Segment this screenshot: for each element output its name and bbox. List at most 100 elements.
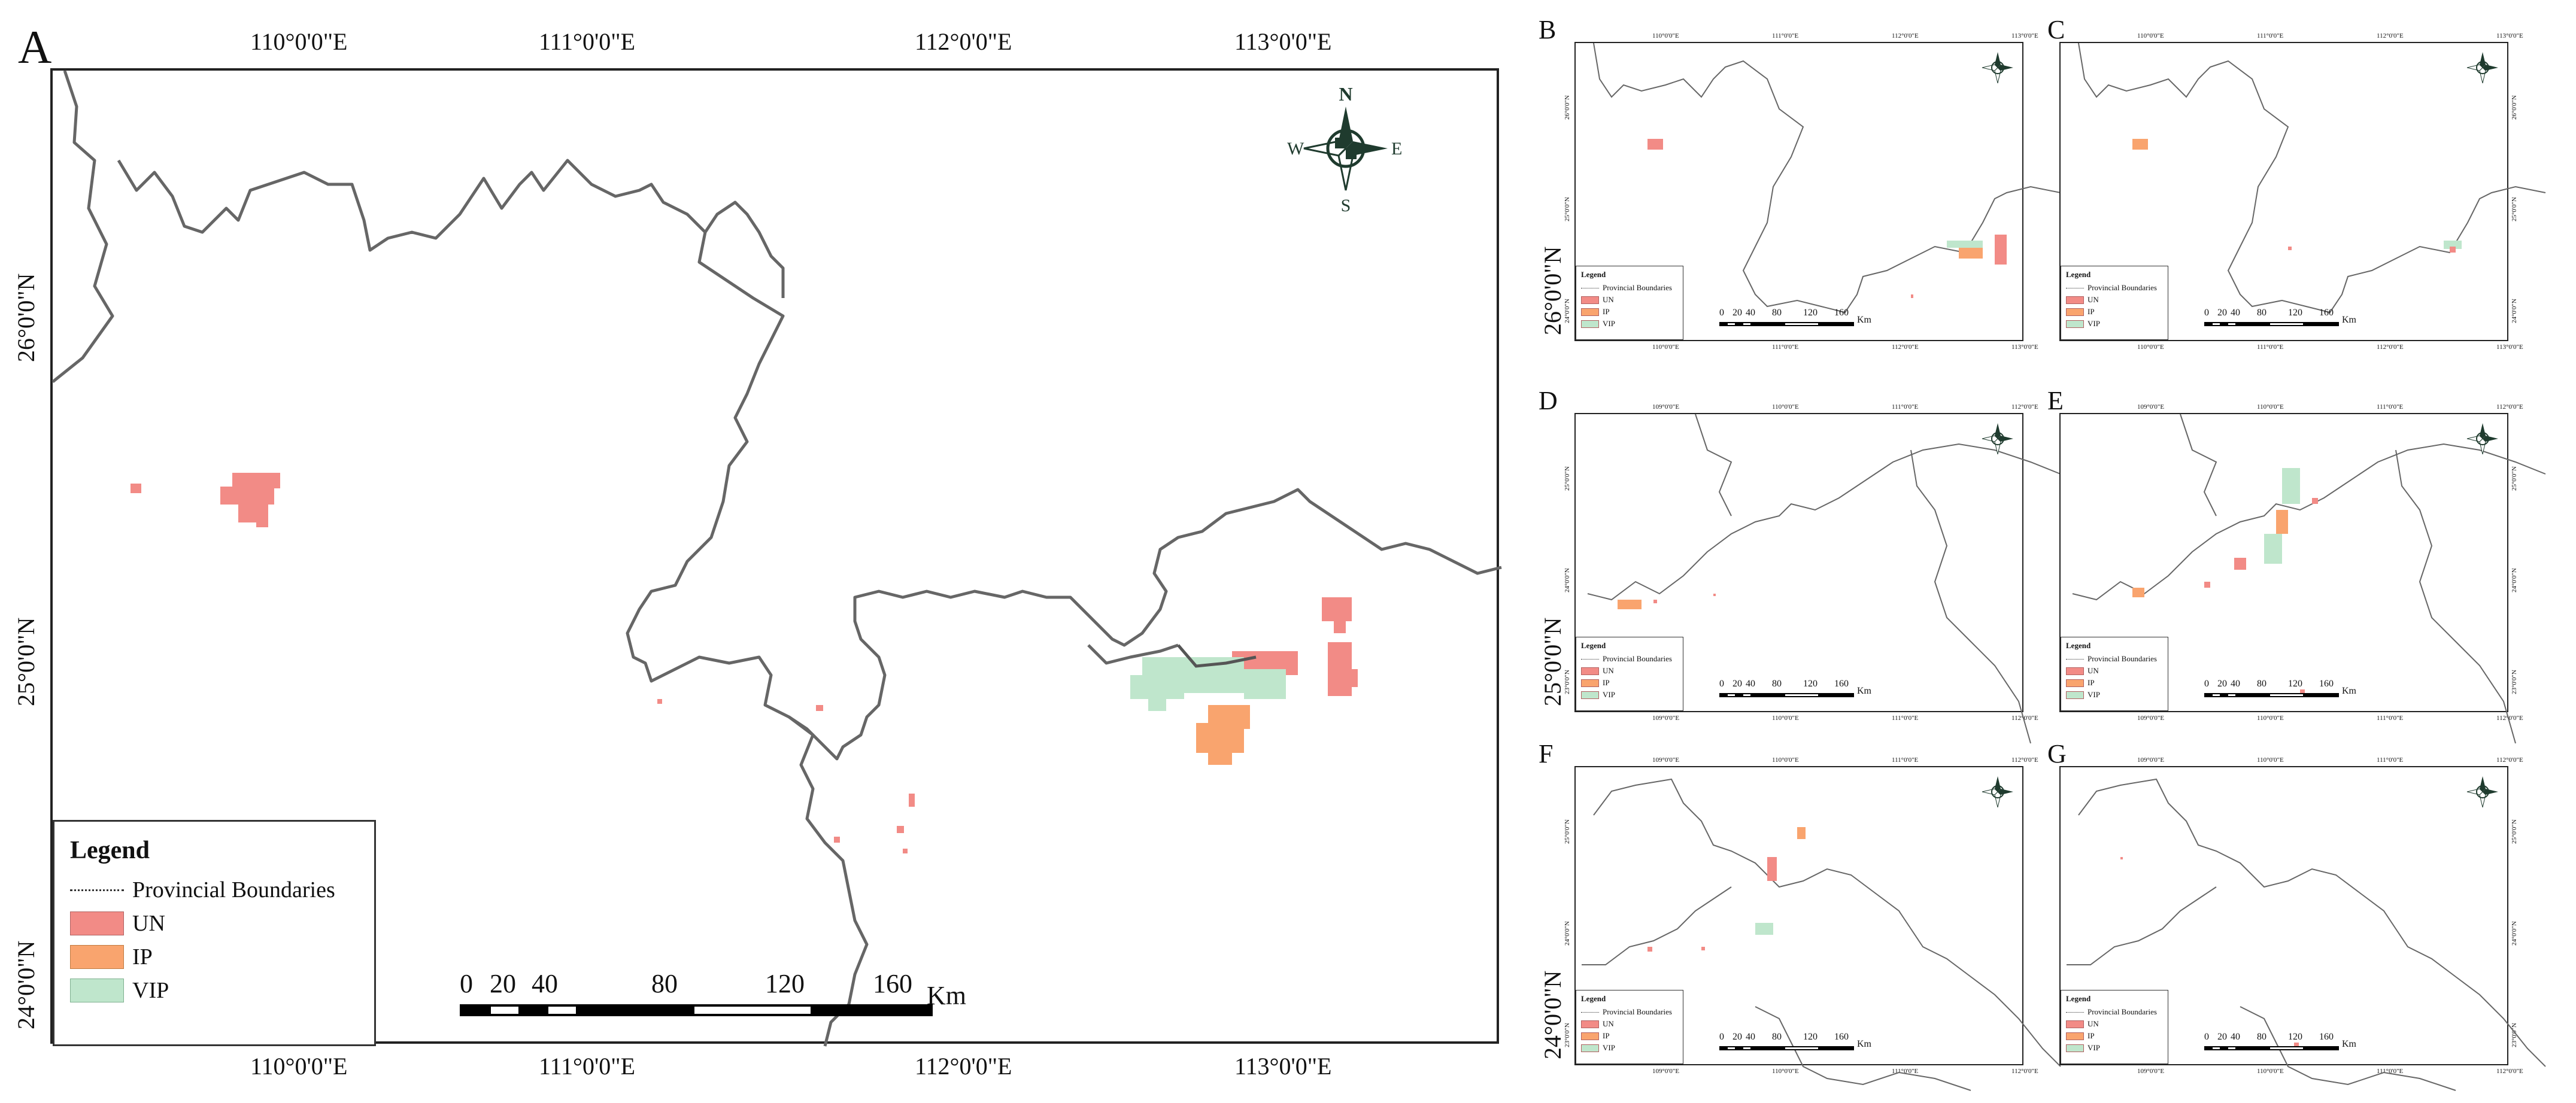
un-cell-3 [2450, 247, 2456, 253]
scale-label-0: 0 [2204, 679, 2209, 689]
provincial-boundary-line [2078, 42, 2546, 314]
un-swatch [2066, 667, 2084, 675]
legend-row-ip: IP [70, 944, 359, 970]
map-legend: Legend Provincial Boundaries UN IP VIP [2061, 637, 2168, 711]
scale-label-0: 0 [1719, 679, 1724, 689]
panel-c-bottom-tick-2: 111°0'0"E [2257, 344, 2284, 351]
un-cell-5 [1701, 947, 1705, 950]
scale-label-0: 0 [1719, 1032, 1724, 1042]
scale-bar: 0 20 40 80 120 160 Km [2204, 679, 2408, 709]
panel-b-top-tick-2: 111°0'0"E [1772, 32, 1799, 39]
vip-cell-3 [1755, 923, 1773, 935]
scale-bar: 0 20 40 80 120 160 Km [460, 968, 975, 1034]
panel-c-bottom-tick-1: 110°0'0"E [2137, 344, 2164, 351]
panel-label-b: B [1539, 15, 1556, 44]
panel-c-side-tick-3: 24°0'0"N [2511, 299, 2518, 323]
legend-label-vip: VIP [2087, 1043, 2100, 1052]
un-cell-6 [2204, 582, 2210, 588]
boundary-line-swatch [2066, 658, 2084, 660]
panel-d-top-tick-4: 112°0'0"E [2011, 403, 2038, 411]
bottom-tick-lon-4: 113°0'0"E [1234, 1053, 1332, 1080]
scale-label-120: 120 [2288, 1032, 2302, 1042]
bottom-tick-lon-1: 110°0'0"E [250, 1053, 348, 1080]
ip-swatch [2066, 1032, 2084, 1040]
un-cell-1 [1647, 139, 1663, 150]
panel-b-top-tick-3: 112°0'0"E [1892, 32, 1919, 39]
left-tick-lat-1: 26°0'0"N [13, 273, 40, 362]
map-canvas-c [2078, 42, 2546, 314]
panel-g-bottom-tick-1: 109°0'0"E [2137, 1068, 2165, 1075]
scale-label-120: 120 [765, 969, 805, 998]
legend-label-ip: IP [2087, 1031, 2095, 1040]
top-tick-lon-3: 112°0'0"E [915, 28, 1012, 55]
un-cell-4 [2234, 558, 2246, 570]
compass-rose-icon [2466, 776, 2498, 808]
un-cell-3 [1713, 594, 1716, 596]
legend-label-vip: VIP [1603, 1043, 1615, 1052]
un-swatch [1581, 296, 1599, 304]
legend-row-vip: VIP [2066, 690, 2163, 700]
scale-label-40: 40 [2231, 679, 2240, 689]
scale-bar: 0 20 40 80 120 160 Km [1719, 308, 1923, 338]
panel-label-d: D [1539, 386, 1558, 415]
panel-b-lat-label-large: 26°0'0"N [1539, 246, 1566, 335]
scale-bar: 0 20 40 80 120 160 Km [2204, 308, 2408, 338]
panel-e-top-tick-3: 111°0'0"E [2377, 403, 2404, 411]
provincial-boundary-line [2067, 778, 2546, 1091]
panel-label-e: E [2047, 386, 2064, 415]
legend-title: Legend [70, 837, 150, 864]
legend-row-un: UN [1581, 1019, 1678, 1029]
scale-bar: 0 20 40 80 120 160 Km [2204, 1032, 2408, 1062]
scale-unit: Km [1857, 1039, 1871, 1049]
panel-b-bottom-tick-4: 113°0'0"E [2011, 344, 2038, 351]
scale-bar-graphic [2204, 322, 2339, 326]
vip-swatch [1581, 1044, 1599, 1052]
scale-label-160: 160 [873, 969, 912, 998]
provincial-boundary-line [1587, 414, 2061, 744]
legend-label-un: UN [132, 911, 165, 936]
un-swatch [2066, 296, 2084, 304]
legend-label-vip: VIP [132, 978, 169, 1003]
map-legend: Legend Provincial Boundaries UN IP VIP [1576, 266, 1683, 340]
scale-unit: Km [2342, 315, 2356, 325]
panel-c-top-tick-4: 113°0'0"E [2496, 32, 2523, 39]
ip-cell-1 [1797, 827, 1806, 839]
map-canvas-a [51, 70, 1502, 1047]
map-legend: Legend Provincial Boundaries UN IP VIP [2061, 266, 2168, 340]
ip-swatch [70, 945, 124, 969]
map-frame-d: Legend Provincial Boundaries UN IP VIP 0 20 40 8… [1574, 413, 2061, 744]
ip-cell-2 [2276, 510, 2288, 534]
scale-label-120: 120 [1803, 679, 1818, 689]
panel-e-bottom-tick-2: 110°0'0"E [2257, 715, 2284, 722]
scale-unit: Km [2342, 686, 2356, 696]
panel-f-top-tick-2: 110°0'0"E [1772, 756, 1799, 764]
legend-title: Legend [1581, 994, 1606, 1003]
un-swatch [2066, 1020, 2084, 1028]
panel-f-bottom-tick-4: 112°0'0"E [2011, 1068, 2038, 1075]
scale-label-0: 0 [2204, 1032, 2209, 1042]
scale-label-120: 120 [2288, 679, 2302, 689]
legend-row-un: UN [1581, 295, 1678, 305]
legend-row-boundary: Provincial Boundaries [1581, 283, 1678, 293]
panel-label-g: G [2047, 739, 2067, 768]
scale-label-160: 160 [1834, 679, 1849, 689]
map-frame-a: N S W E Legend Provincial Boundaries UN … [50, 68, 1502, 1047]
legend-row-ip: IP [2066, 1031, 2163, 1041]
vip-swatch [70, 979, 124, 1002]
legend-label-un: UN [1603, 1019, 1614, 1028]
un-cell-8 [2300, 689, 2305, 693]
legend-label-un: UN [2087, 666, 2099, 675]
compass-rose-icon [2466, 423, 2498, 455]
panel-c-top-tick-3: 112°0'0"E [2377, 32, 2404, 39]
scale-label-40: 40 [1746, 679, 1755, 689]
compass-rose-icon [1982, 52, 2013, 84]
bottom-tick-lon-2: 111°0'0"E [539, 1053, 635, 1080]
panel-label-c: C [2047, 15, 2065, 44]
map-canvas-f [1582, 778, 2061, 1091]
scale-label-120: 120 [1803, 308, 1818, 318]
un-swatch [70, 911, 124, 935]
ip-cell-5 [2132, 588, 2144, 597]
legend-row-boundary: Provincial Boundaries [2066, 654, 2163, 664]
map-legend: Legend Provincial Boundaries UN IP VIP [2061, 990, 2168, 1064]
legend-label-un: UN [1603, 295, 1614, 304]
